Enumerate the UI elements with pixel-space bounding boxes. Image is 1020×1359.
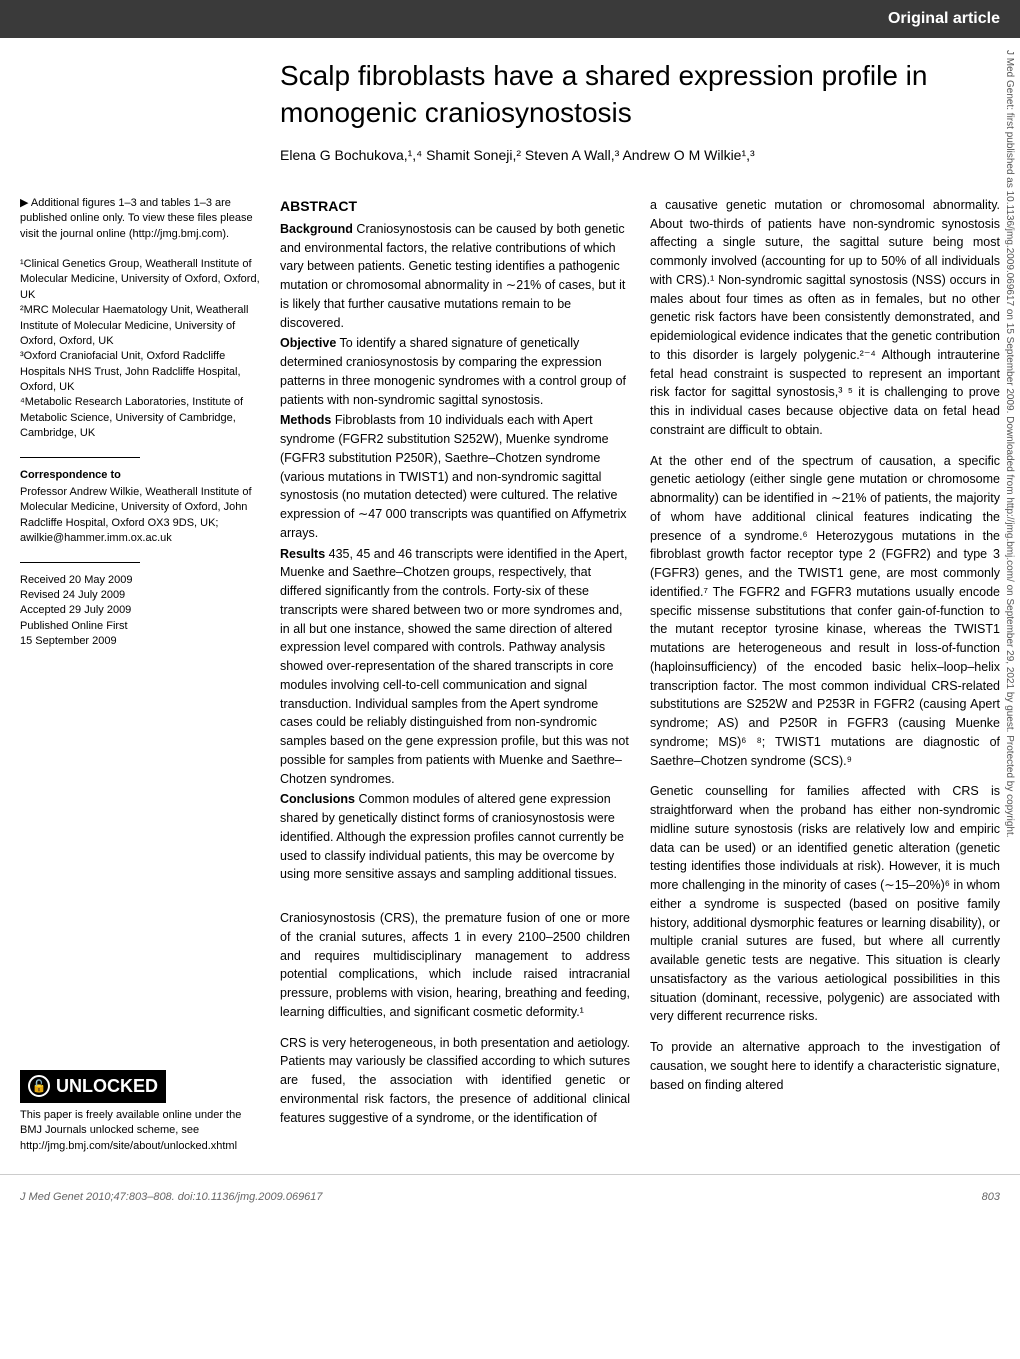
correspondence-block: Correspondence to Professor Andrew Wilki… — [20, 468, 260, 547]
main-layout: Additional figures 1–3 and tables 1–3 ar… — [0, 196, 1020, 1154]
dates-block: Received 20 May 2009 Revised 24 July 200… — [20, 573, 260, 650]
section-label: Original article — [888, 10, 1000, 27]
results-text: 435, 45 and 46 transcripts were identifi… — [280, 547, 629, 786]
unlocked-badge: 🔓 UNLOCKED — [20, 1070, 166, 1103]
section-header: Original article — [0, 0, 1020, 38]
abstract-results: Results 435, 45 and 46 transcripts were … — [280, 545, 630, 789]
unlocked-text: This paper is freely available online un… — [20, 1108, 260, 1154]
abstract-background: Background Craniosynostosis can be cause… — [280, 220, 630, 333]
body-p1: Craniosynostosis (CRS), the premature fu… — [280, 909, 630, 1022]
abstract-methods: Methods Fibroblasts from 10 individuals … — [280, 411, 630, 542]
methods-label: Methods — [280, 413, 331, 427]
background-text: Craniosynostosis can be caused by both g… — [280, 222, 625, 330]
body-p3: a causative genetic mutation or chromoso… — [650, 196, 1000, 440]
divider — [20, 457, 140, 458]
results-label: Results — [280, 547, 325, 561]
footer: J Med Genet 2010;47:803–808. doi:10.1136… — [0, 1174, 1020, 1215]
abstract-conclusions: Conclusions Common modules of altered ge… — [280, 790, 630, 884]
body-p4: At the other end of the spectrum of caus… — [650, 452, 1000, 771]
methods-text: Fibroblasts from 10 individuals each wit… — [280, 413, 627, 540]
correspondence-text: Professor Andrew Wilkie, Weatherall Inst… — [20, 485, 260, 547]
sidebar: Additional figures 1–3 and tables 1–3 ar… — [20, 196, 280, 1154]
affiliations: ¹Clinical Genetics Group, Weatherall Ins… — [20, 257, 260, 442]
footer-citation: J Med Genet 2010;47:803–808. doi:10.1136… — [20, 1190, 323, 1205]
divider — [20, 562, 140, 563]
correspondence-heading: Correspondence to — [20, 468, 260, 483]
body-p2: CRS is very heterogeneous, in both prese… — [280, 1034, 630, 1128]
conclusions-label: Conclusions — [280, 792, 355, 806]
footer-page: 803 — [982, 1190, 1000, 1205]
abstract-objective: Objective To identify a shared signature… — [280, 334, 630, 409]
article-content: ABSTRACT Background Craniosynostosis can… — [280, 196, 1000, 1154]
unlock-icon: 🔓 — [28, 1075, 50, 1097]
title-block: Scalp fibroblasts have a shared expressi… — [0, 38, 1020, 195]
authors-line: Elena G Bochukova,¹,⁴ Shamit Soneji,² St… — [280, 146, 1000, 166]
supplementary-note: Additional figures 1–3 and tables 1–3 ar… — [20, 196, 260, 242]
objective-label: Objective — [280, 336, 336, 350]
abstract-heading: ABSTRACT — [280, 196, 630, 217]
page-title: Scalp fibroblasts have a shared expressi… — [280, 58, 1000, 131]
body-p6: To provide an alternative approach to th… — [650, 1038, 1000, 1094]
copyright-sidebar: J Med Genet: first published as 10.1136/… — [1002, 50, 1016, 1300]
abstract: ABSTRACT Background Craniosynostosis can… — [280, 196, 630, 884]
body-p5: Genetic counselling for families affecte… — [650, 782, 1000, 1026]
background-label: Background — [280, 222, 353, 236]
unlocked-block: 🔓 UNLOCKED This paper is freely availabl… — [20, 1070, 260, 1154]
unlocked-label: UNLOCKED — [56, 1074, 158, 1099]
